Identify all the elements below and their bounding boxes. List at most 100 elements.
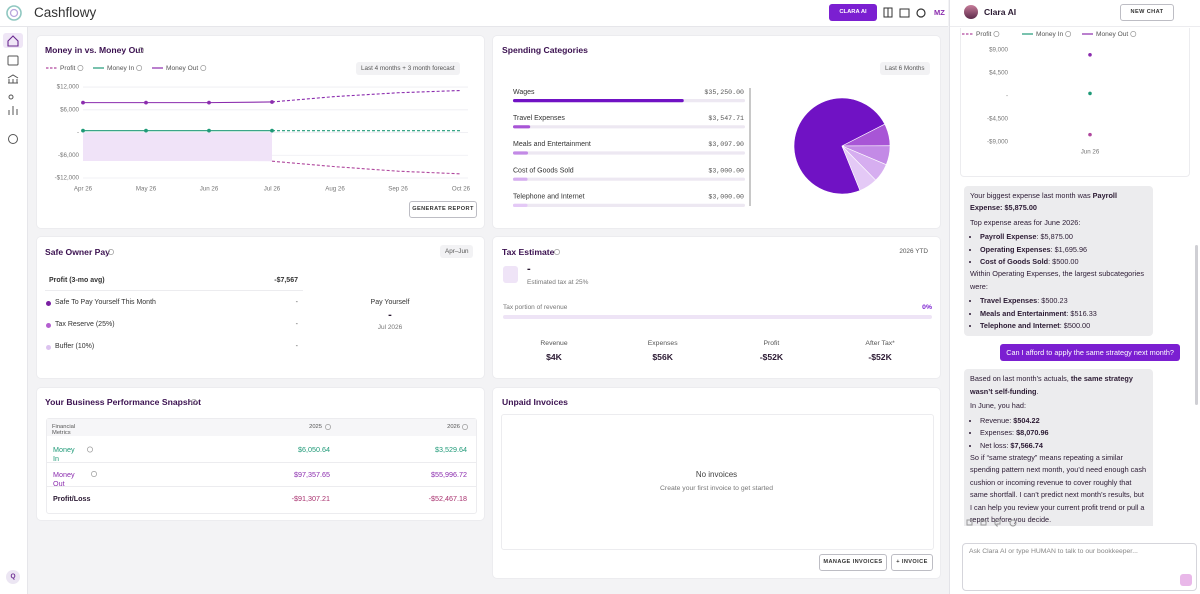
reports-icon[interactable] (8, 106, 18, 115)
metric-label: Profit (763, 340, 780, 347)
text: Top expense areas for June 2026: (970, 217, 1081, 227)
chat-input[interactable] (962, 543, 1197, 591)
clara-ai-button[interactable]: CLARA AI (829, 4, 877, 21)
bold-text: Travel Expenses (980, 296, 1038, 306)
bank-icon[interactable] (7, 74, 19, 84)
invoices-card (493, 388, 940, 578)
invoices-empty-box (501, 414, 934, 550)
row-label: Profit/Loss (53, 494, 91, 503)
bold-text: Payroll Expense (980, 232, 1037, 242)
assistant-message: Based on last month’s actuals, the same … (964, 369, 1153, 526)
book-icon[interactable] (883, 7, 893, 18)
list-item: Travel Expenses: $500.23 (980, 295, 1147, 307)
period-badge[interactable]: Last 6 Months (880, 62, 930, 75)
messages: Your biggest expense last month was Payr… (964, 186, 1190, 526)
settings-icon[interactable] (916, 8, 926, 18)
paragraph: Top expense areas for June 2026: (970, 217, 1147, 229)
user-initials[interactable]: MZ (934, 8, 945, 17)
message-actions (966, 518, 1017, 528)
cell-value: $97,357.65 (294, 469, 330, 479)
list-item: Telephone and Internet: $500.00 (980, 320, 1147, 332)
new-chat-button[interactable]: NEW CHAT (1120, 4, 1174, 21)
top-bar (0, 0, 948, 27)
text: Revenue: (980, 415, 1014, 425)
pay-label: Pay Yourself (370, 299, 410, 306)
column-header: 2026 (447, 424, 460, 430)
help-badge[interactable]: Q (6, 570, 20, 584)
logo-icon (6, 5, 22, 21)
chat-title: Clara AI (984, 7, 1017, 17)
portion-value: 0% (922, 304, 932, 311)
tax-amount: - (527, 263, 531, 275)
card-title: Your Business Performance Snapshot (45, 397, 202, 407)
list-item: Expenses: $8,070.96 (980, 427, 1147, 439)
app-name: Cashflowy (34, 5, 97, 20)
list-item: Meals and Entertainment: $516.33 (980, 308, 1147, 320)
profit-label: Profit (3-mo avg) (49, 277, 105, 284)
home-icon[interactable] (7, 35, 19, 47)
row-dot (46, 345, 51, 350)
send-button[interactable] (1180, 574, 1192, 586)
mini-chart-frame (960, 28, 1190, 177)
cell-value: $55,996.72 (431, 469, 467, 479)
copy-icon[interactable] (966, 519, 973, 526)
list-item: Operating Expenses: $1,695.96 (980, 244, 1147, 256)
bold-text: $8,070.96 (1016, 428, 1049, 438)
list-item: Cost of Goods Sold: $500.00 (980, 256, 1147, 268)
tax-note: Estimated tax at 25% (527, 279, 589, 286)
owner-pay-card (37, 237, 484, 378)
profit-value: -$7,567 (274, 277, 298, 284)
period-selector[interactable]: Last 4 months + 3 month forecast (356, 62, 460, 75)
empty-title: No invoices (695, 470, 738, 479)
row-dot (46, 301, 51, 306)
text: : $500.00 (1059, 321, 1091, 331)
text: . (1036, 386, 1039, 396)
text: : $500.23 (1037, 296, 1068, 306)
period-label: 2026 YTD (899, 248, 928, 255)
bold-text: Telephone and Internet (980, 321, 1060, 331)
people-icon[interactable] (8, 94, 14, 100)
metric-value: $56K (652, 352, 673, 362)
chat-scrollbar (1195, 245, 1198, 405)
pay-value: - (388, 309, 392, 321)
text: Your biggest expense last month was (970, 191, 1093, 200)
chat-input-placeholder: Ask Clara AI or type HUMAN to talk to ou… (969, 548, 1138, 555)
row-value: - (295, 299, 298, 306)
row-dot (46, 323, 51, 328)
row-value: - (295, 343, 298, 350)
add-invoice-button[interactable]: + INVOICE (891, 554, 933, 571)
bold-text: Meals and Entertainment (980, 308, 1067, 318)
retry-icon[interactable] (1009, 519, 1017, 527)
text: Within Operating Expenses, the largest s… (970, 269, 1145, 291)
list: Travel Expenses: $500.23Meals and Entert… (970, 295, 1147, 332)
sidebar-icons (3, 33, 23, 144)
help-icon[interactable] (8, 134, 18, 144)
gift-icon[interactable] (899, 8, 910, 18)
text: Based on last month’s actuals, (970, 374, 1071, 384)
cell-value: -$91,307.21 (291, 494, 330, 503)
generate-report-button[interactable]: GENERATE REPORT (409, 201, 477, 218)
row-label: Safe To Pay Yourself This Month (55, 299, 156, 306)
text: In June, you had: (970, 401, 1026, 411)
snapshot-table (46, 418, 477, 514)
row-divider (47, 461, 476, 463)
metric-label: Revenue (540, 340, 568, 347)
spending-card (493, 36, 940, 228)
paragraph: Your biggest expense last month was Payr… (970, 190, 1147, 215)
portion-label: Tax portion of revenue (503, 304, 568, 311)
clara-avatar (964, 5, 978, 19)
table-header (47, 419, 476, 436)
bold-text: Payroll Expense: $5,875.00 (970, 191, 1117, 213)
paragraph: So if “same strategy” means repeating a … (970, 452, 1147, 526)
thumbs-down-icon[interactable] (994, 519, 1001, 528)
metric-value: -$52K (759, 352, 784, 362)
column-header: 2025 (309, 424, 322, 430)
wallet-icon[interactable] (7, 55, 19, 66)
row-label: Buffer (10%) (55, 343, 95, 350)
row-divider (47, 486, 476, 487)
manage-invoices-button[interactable]: MANAGE INVOICES (819, 554, 887, 571)
list: Payroll Expense: $5,875.00Operating Expe… (970, 231, 1147, 268)
user-message: Can I afford to apply the same strategy … (1000, 344, 1180, 362)
thumbs-up-icon[interactable] (980, 518, 987, 526)
